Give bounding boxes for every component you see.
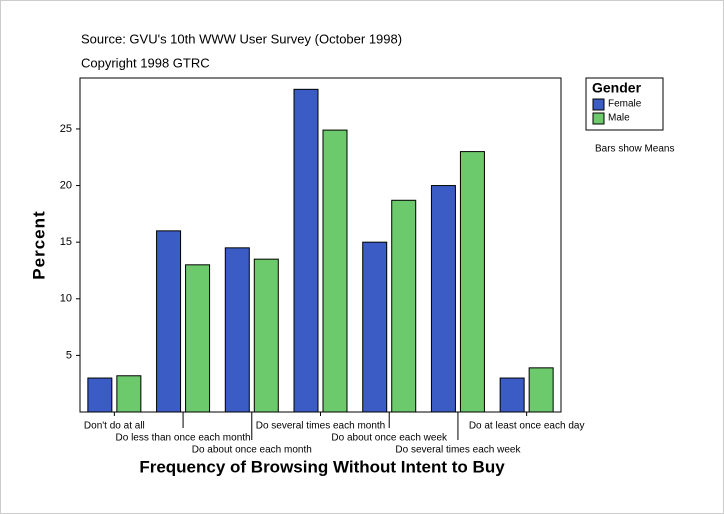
y-tick-label: 10 <box>60 293 72 305</box>
plot-area <box>79 77 562 413</box>
bar <box>362 241 388 413</box>
legend-label: Male <box>608 113 630 124</box>
x-axis-title: Frequency of Browsing Without Intent to … <box>139 457 505 476</box>
legend-label: Female <box>608 99 642 110</box>
y-axis-title: Percent <box>29 210 48 279</box>
bar <box>499 377 525 413</box>
legend-swatch <box>592 98 605 111</box>
x-tick-label: Do about once each week <box>331 433 448 444</box>
annotation: Bars show Means <box>595 144 674 155</box>
bar <box>87 377 113 413</box>
bar <box>116 375 142 413</box>
x-tick-label: Do several times each week <box>395 445 521 456</box>
bar <box>430 185 456 413</box>
bar <box>391 199 417 413</box>
bar <box>185 264 211 413</box>
x-tick-label: Don't do at all <box>84 421 145 432</box>
bar <box>224 247 250 413</box>
bar <box>253 258 279 413</box>
x-tick-label: Do less than once each month <box>116 433 251 444</box>
y-tick-label: 15 <box>60 236 72 248</box>
x-tick-label: Do several times each month <box>256 421 386 432</box>
copyright: Copyright 1998 GTRC <box>81 55 210 70</box>
legend-swatch <box>592 112 605 125</box>
x-tick-label: Do at least once each day <box>469 421 585 432</box>
legend-title: Gender <box>592 80 642 96</box>
bar <box>293 88 319 413</box>
bar <box>322 129 348 413</box>
y-tick-label: 20 <box>60 179 72 191</box>
x-tick-label: Do about once each month <box>192 445 312 456</box>
y-tick-label: 25 <box>60 123 72 135</box>
source: Source: GVU's 10th WWW User Survey (Octo… <box>81 31 402 46</box>
y-tick-label: 5 <box>66 349 72 361</box>
bar <box>528 367 554 413</box>
bar <box>156 230 182 413</box>
bar <box>459 151 485 413</box>
